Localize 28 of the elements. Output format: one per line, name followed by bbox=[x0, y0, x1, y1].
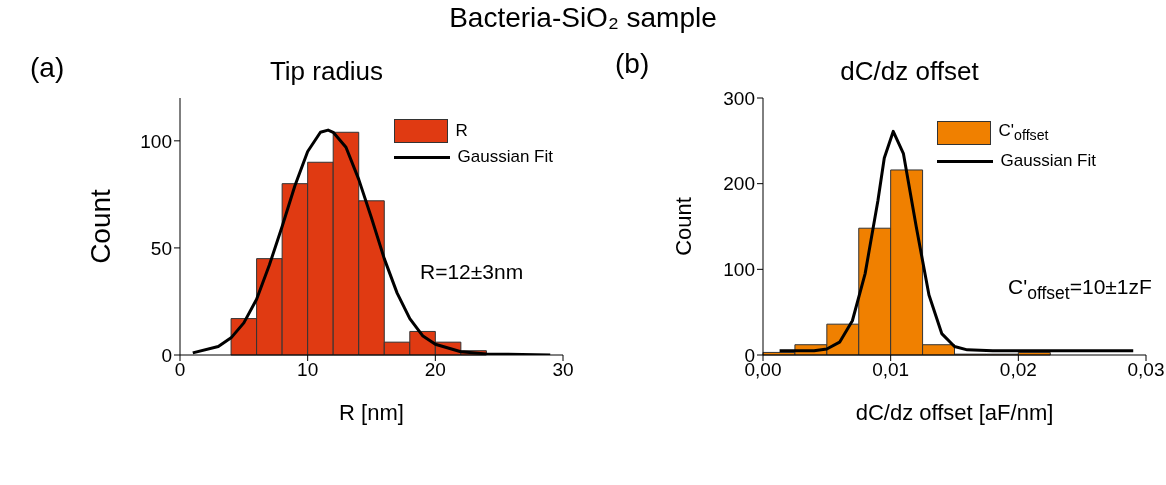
annotation: C'$_{offset}$=10±1zF bbox=[1008, 275, 1152, 305]
y-axis-title: Count bbox=[670, 197, 696, 256]
y-axis-title: Count bbox=[84, 188, 116, 264]
x-tick-label: 10 bbox=[297, 359, 319, 381]
text: (b) bbox=[615, 48, 650, 80]
y-tick-label: 0 bbox=[161, 344, 172, 366]
y-tick-label: 100 bbox=[723, 259, 755, 281]
text: Bacteria-SiO₂ sample bbox=[449, 2, 717, 34]
y-tick-label: 100 bbox=[140, 130, 172, 152]
text: (a) bbox=[30, 52, 65, 84]
chart-title: dC/dz offset bbox=[840, 56, 980, 86]
legend-label: Gaussian Fit bbox=[457, 146, 553, 168]
x-axis-title: dC/dz offset [aF/nm] bbox=[855, 400, 1054, 425]
x-tick-label: 30 bbox=[552, 359, 574, 381]
annotation: R=12±3nm bbox=[420, 260, 524, 284]
x-tick-label: 0,02 bbox=[999, 359, 1037, 381]
x-tick-label: 20 bbox=[424, 359, 446, 381]
y-tick-label: 50 bbox=[150, 237, 172, 259]
legend-label: C'$_{offset}$ bbox=[998, 120, 1049, 146]
x-tick-label: 0 bbox=[174, 359, 186, 381]
y-tick-label: 300 bbox=[723, 87, 755, 109]
x-tick-label: 0,01 bbox=[872, 359, 910, 381]
legend-label: R bbox=[455, 120, 468, 142]
y-tick-label: 200 bbox=[723, 173, 755, 195]
x-axis-title: R [nm] bbox=[339, 400, 404, 425]
chart-title: Tip radius bbox=[269, 56, 384, 86]
legend-label: Gaussian Fit bbox=[1000, 150, 1096, 173]
x-tick-label: 0,03 bbox=[1127, 359, 1165, 381]
